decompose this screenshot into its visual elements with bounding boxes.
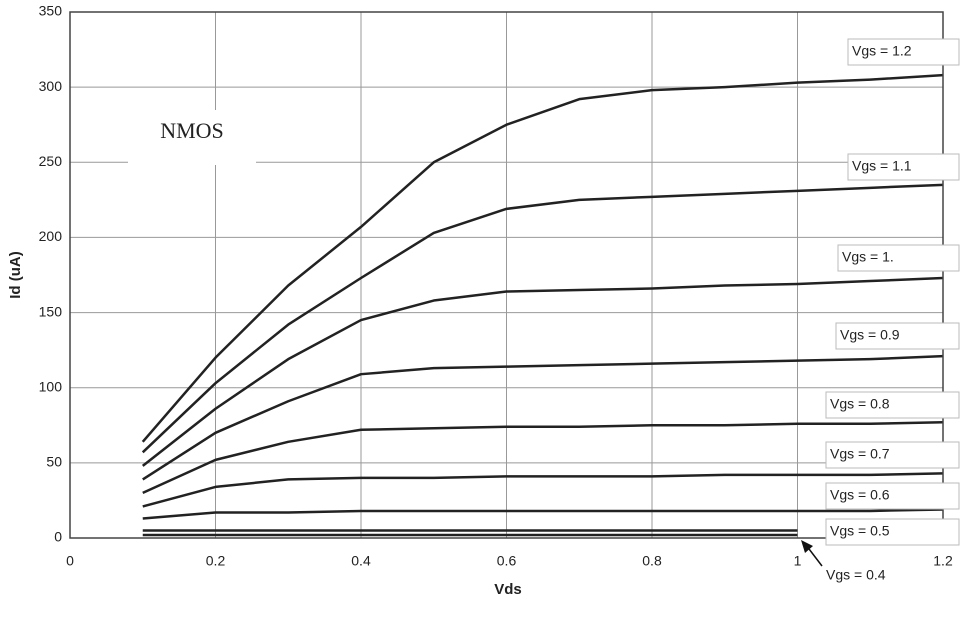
annotation-box xyxy=(128,110,256,165)
series-label: Vgs = 0.4 xyxy=(826,567,886,583)
series-label: Vgs = 0.7 xyxy=(830,446,890,462)
series-line xyxy=(142,421,944,495)
y-tick-label: 100 xyxy=(39,378,63,394)
series-label: Vgs = 1. xyxy=(842,249,894,265)
series-line xyxy=(141,73,944,443)
y-tick-label: 250 xyxy=(39,153,63,169)
y-tick-label: 200 xyxy=(39,228,63,244)
series-line xyxy=(142,508,944,520)
series-label: Vgs = 1.2 xyxy=(852,43,912,59)
y-tick-label: 150 xyxy=(39,303,63,319)
series-label: Vgs = 0.5 xyxy=(830,523,890,539)
series-label-box xyxy=(837,244,960,272)
plot-frame xyxy=(69,11,944,539)
lines xyxy=(141,73,944,537)
series-line xyxy=(142,354,944,481)
x-tick-label: 0.2 xyxy=(206,553,226,569)
series-label-box xyxy=(835,322,960,350)
series-label: Vgs = 1.1 xyxy=(852,158,912,174)
series-label: Vgs = 0.6 xyxy=(830,487,890,503)
x-tick-label: 1.2 xyxy=(933,553,953,569)
series-line xyxy=(141,276,944,467)
series-label: Vgs = 0.9 xyxy=(840,327,900,343)
series-label-box xyxy=(825,441,960,469)
x-axis-label: Vds xyxy=(494,581,522,598)
series-label-box xyxy=(847,38,960,66)
x-tick-label: 0.6 xyxy=(497,553,517,569)
series-line xyxy=(141,183,944,454)
series-label-box xyxy=(825,482,960,510)
arrow-head xyxy=(801,540,813,553)
y-tick-label: 300 xyxy=(39,78,63,94)
y-tick-label: 0 xyxy=(54,529,62,545)
x-tick-label: 0.8 xyxy=(642,553,662,569)
series-label-box xyxy=(825,518,960,546)
series-label-box xyxy=(847,153,960,181)
x-tick-label: 0.4 xyxy=(351,553,371,569)
annotation: NMOS xyxy=(160,118,224,143)
y-tick-label: 350 xyxy=(39,3,63,19)
x-tick-label: 1 xyxy=(794,553,802,569)
series-label: Vgs = 0.8 xyxy=(830,396,890,412)
x-tick-label: 0 xyxy=(66,553,74,569)
y-tick-label: 50 xyxy=(46,454,62,470)
y-axis-label: Id (uA) xyxy=(7,251,24,298)
series-label-box xyxy=(825,391,960,419)
series-line xyxy=(142,472,944,508)
